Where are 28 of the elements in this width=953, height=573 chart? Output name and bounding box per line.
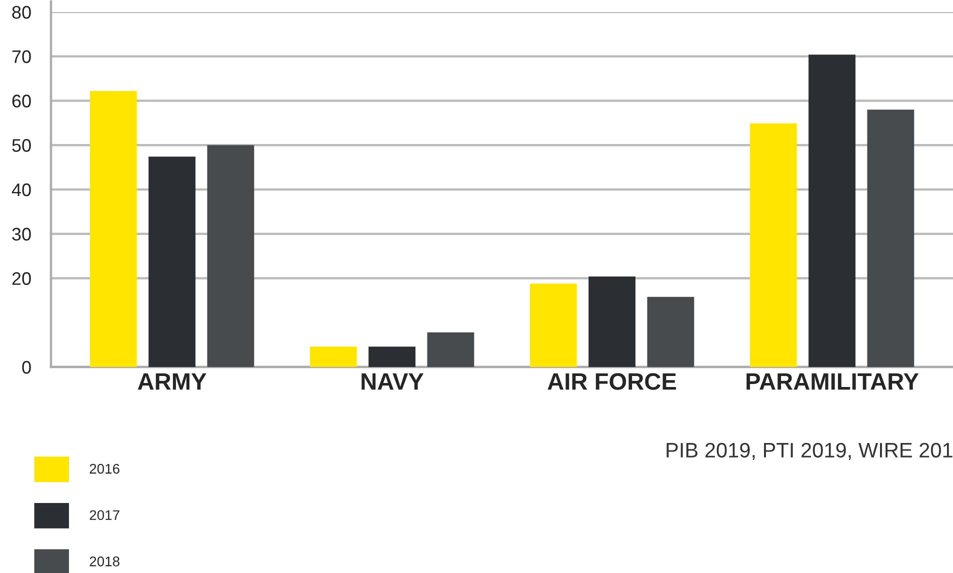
y-tick-label: 80 — [12, 6, 31, 19]
y-tick-label: 50 — [12, 139, 31, 152]
y-tick-label: 40 — [12, 183, 31, 196]
text: PIB 2019, PTI 2019, WIRE 201 — [666, 442, 952, 460]
x-tick-label: NAVY — [362, 373, 424, 390]
bar — [750, 123, 797, 367]
bar — [368, 346, 416, 367]
x-tick-label: AIR FORCE — [548, 373, 676, 390]
legend-label: 2017 — [90, 510, 120, 520]
bar — [647, 296, 694, 367]
bar — [310, 346, 357, 367]
legend-label: 2018 — [90, 556, 120, 566]
x-tick-label: ARMY — [138, 373, 206, 390]
bar — [530, 284, 577, 367]
bar — [207, 145, 254, 367]
bar — [148, 156, 196, 367]
y-tick-label: 30 — [12, 228, 31, 241]
y-tick-label: 70 — [12, 50, 31, 64]
legend-label: 2016 — [90, 464, 120, 474]
bar — [808, 54, 856, 367]
bar — [588, 276, 636, 367]
y-tick-label: 0 — [22, 360, 31, 374]
bar — [427, 332, 474, 367]
y-tick-label: 60 — [12, 94, 31, 108]
bar — [867, 110, 914, 367]
x-tick-label: PARAMILITARY — [746, 373, 919, 390]
bar — [90, 90, 137, 367]
y-tick-label: 20 — [12, 272, 31, 285]
